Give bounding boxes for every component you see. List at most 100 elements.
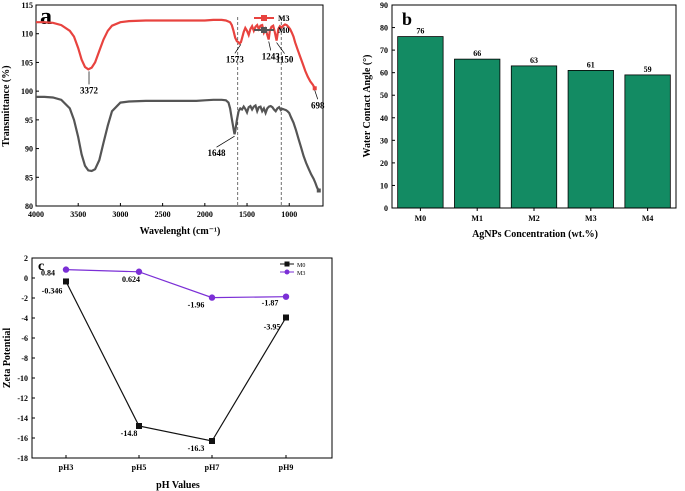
annotation-arrow	[268, 41, 272, 51]
bar-value-label: 61	[587, 60, 595, 69]
b-ytick-label: 20	[380, 159, 388, 168]
data-point	[136, 423, 142, 429]
c-ytick-label: -12	[17, 394, 28, 403]
panel-a-axis-ticks: 4000 3500 3000 2500 2000 1500 1000 80 85 90 95 100 1…	[21, 1, 297, 219]
bar-value-label: 63	[530, 56, 538, 65]
legend-label-m3: M3	[278, 14, 290, 23]
c-ytick-label: 2	[24, 254, 28, 263]
data-label: -16.3	[188, 444, 205, 453]
series-line-m0	[65, 281, 287, 442]
category-label: M2	[528, 214, 540, 223]
a-xtick-label: 1500	[239, 210, 255, 219]
category-label: M4	[642, 214, 654, 223]
a-xtick-label: 4000	[28, 210, 44, 219]
category-label: pH5	[132, 463, 147, 472]
series-line-m0	[36, 95, 320, 192]
annotation-arrow	[216, 135, 235, 148]
annotation-arrow	[314, 90, 319, 100]
category-label: M1	[471, 214, 483, 223]
annotation-arrow	[234, 44, 242, 54]
a-ytick-label: 115	[21, 1, 33, 10]
a-ytick-label: 100	[21, 87, 33, 96]
panel-a-ylabel: Transmittance (%)	[1, 65, 12, 146]
panel-b-bars: 76 66 63 61 59	[397, 27, 671, 209]
data-label: -3.95	[264, 323, 281, 332]
annotation-label: 698	[311, 100, 325, 110]
legend-marker-m0	[261, 27, 267, 33]
c-ytick-label: -18	[17, 454, 28, 463]
panel-a-legend: M3 M0	[254, 14, 290, 35]
bar-m0	[397, 36, 444, 209]
panel-c-xlabel: pH Values	[156, 480, 200, 491]
annotation-label: 3372	[80, 85, 99, 95]
category-label: M0	[415, 214, 427, 223]
c-ytick-label: 0	[24, 274, 28, 283]
data-point	[283, 314, 289, 321]
series-end-marker	[316, 188, 321, 193]
a-xtick-label: 3500	[70, 210, 86, 219]
data-label: -1.96	[188, 301, 205, 310]
b-ytick-label: 40	[380, 114, 388, 123]
panel-c-ylabel: Zeta Potential	[2, 328, 13, 388]
legend-label-m0: M0	[278, 26, 290, 35]
panel-letter-b: b	[402, 9, 412, 29]
data-point	[135, 268, 143, 275]
category-label: M3	[585, 214, 597, 223]
panel-a-series	[36, 17, 321, 206]
data-point	[63, 278, 69, 285]
annotation-label: 1150	[276, 55, 294, 65]
panel-b-axis-ticks: 0 10 20 30 40 50 60 70 80 90 M0 M1 M2 M3 M4	[380, 1, 653, 223]
panel-b-frame	[391, 4, 677, 209]
a-ytick-label: 80	[25, 202, 33, 211]
b-ytick-label: 90	[380, 1, 388, 10]
b-ytick-label: 80	[380, 24, 388, 33]
b-ytick-label: 60	[380, 69, 388, 78]
a-ytick-label: 85	[25, 173, 33, 182]
category-label: pH9	[279, 463, 294, 472]
b-ytick-label: 50	[380, 91, 388, 100]
a-ytick-label: 110	[21, 30, 33, 39]
bar-value-label: 59	[644, 65, 652, 74]
bar-value-label: 76	[416, 27, 424, 36]
c-ytick-label: -2	[21, 294, 28, 303]
a-ytick-label: 90	[25, 145, 33, 154]
a-ytick-label: 105	[21, 58, 33, 67]
series-line-m3	[36, 18, 316, 89]
panel-a-xlabel: Wavelenght (cm⁻¹)	[140, 226, 221, 237]
annotation-arrow	[276, 42, 285, 54]
panel-b-ylabel: Water Contact Angle (°)	[362, 55, 373, 158]
c-ytick-label: -8	[21, 354, 28, 363]
bar-m1	[454, 58, 501, 209]
c-ytick-label: -10	[17, 374, 28, 383]
category-label: pH7	[205, 463, 220, 472]
panel-letter-c: c	[38, 259, 44, 274]
legend-marker-m0-c	[284, 261, 290, 267]
series-end-marker	[312, 86, 317, 91]
a-ytick-label: 95	[25, 116, 33, 125]
legend-label-m0-c: M0	[297, 263, 305, 269]
a-xtick-label: 2500	[155, 210, 171, 219]
b-ytick-label: 10	[380, 181, 388, 190]
panel-letter-a: a	[40, 4, 52, 30]
bar-m2	[510, 65, 558, 209]
panel-a-frame	[35, 4, 324, 207]
data-point	[62, 266, 70, 273]
b-ytick-label: 70	[380, 46, 388, 55]
c-ytick-label: -4	[21, 314, 28, 323]
data-point	[208, 294, 216, 301]
bar-m3	[567, 70, 614, 209]
panel-a-ftir-chart: a 4000 3500 3000 2500 2000 1500 1000 80 85 90 95 10…	[1, 1, 325, 237]
category-label: pH3	[59, 463, 74, 472]
bar-m4	[624, 74, 671, 209]
data-label: -14.8	[121, 429, 138, 438]
a-xtick-label: 1000	[281, 210, 297, 219]
data-label: -1.87	[262, 299, 279, 308]
c-ytick-label: -6	[21, 334, 28, 343]
bar-value-label: 66	[473, 49, 481, 58]
legend-marker-m3	[261, 15, 267, 21]
panel-b-xlabel: AgNPs Concentration (wt.%)	[472, 229, 598, 240]
data-label: 0.84	[41, 269, 55, 278]
